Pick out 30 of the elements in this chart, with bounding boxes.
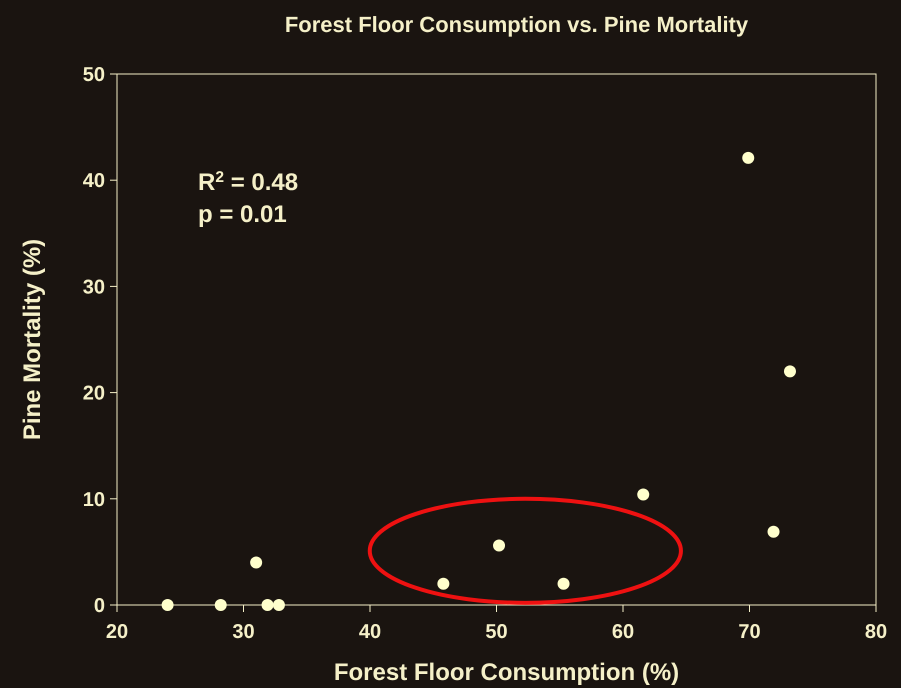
point [558,578,570,590]
point [214,599,227,611]
x-tick-label: 20 [106,621,128,643]
x-axis-title: Forest Floor Consumption (%) [334,659,680,686]
x-tick-label: 60 [612,621,634,643]
point [162,599,174,611]
x-tick-label: 50 [485,621,508,643]
chart-title: Forest Floor Consumption vs. Pine Mortality [284,12,749,37]
point [768,526,780,538]
point [262,599,274,611]
point [493,540,506,552]
y-tick-label: 10 [82,488,105,511]
point [637,488,650,501]
point [272,599,285,611]
x-tick-label: 40 [358,621,382,643]
x-tick-label: 30 [232,621,255,643]
y-tick-label: 30 [82,276,105,298]
y-tick-label: 40 [82,170,105,192]
y-axis-title: Pine Mortality (%) [19,238,46,440]
point [437,578,450,590]
annotation: p = 0.01 [198,201,287,228]
point [784,365,796,378]
annotation: R$^{2}$ = 0.48 [198,168,298,196]
x-tick-label: 70 [738,621,761,643]
x-tick-label: 80 [864,621,888,643]
point [742,152,754,164]
point [250,556,262,569]
y-tick-label: 0 [94,595,105,617]
y-tick-label: 50 [82,64,105,86]
y-tick-label: 20 [82,382,105,405]
